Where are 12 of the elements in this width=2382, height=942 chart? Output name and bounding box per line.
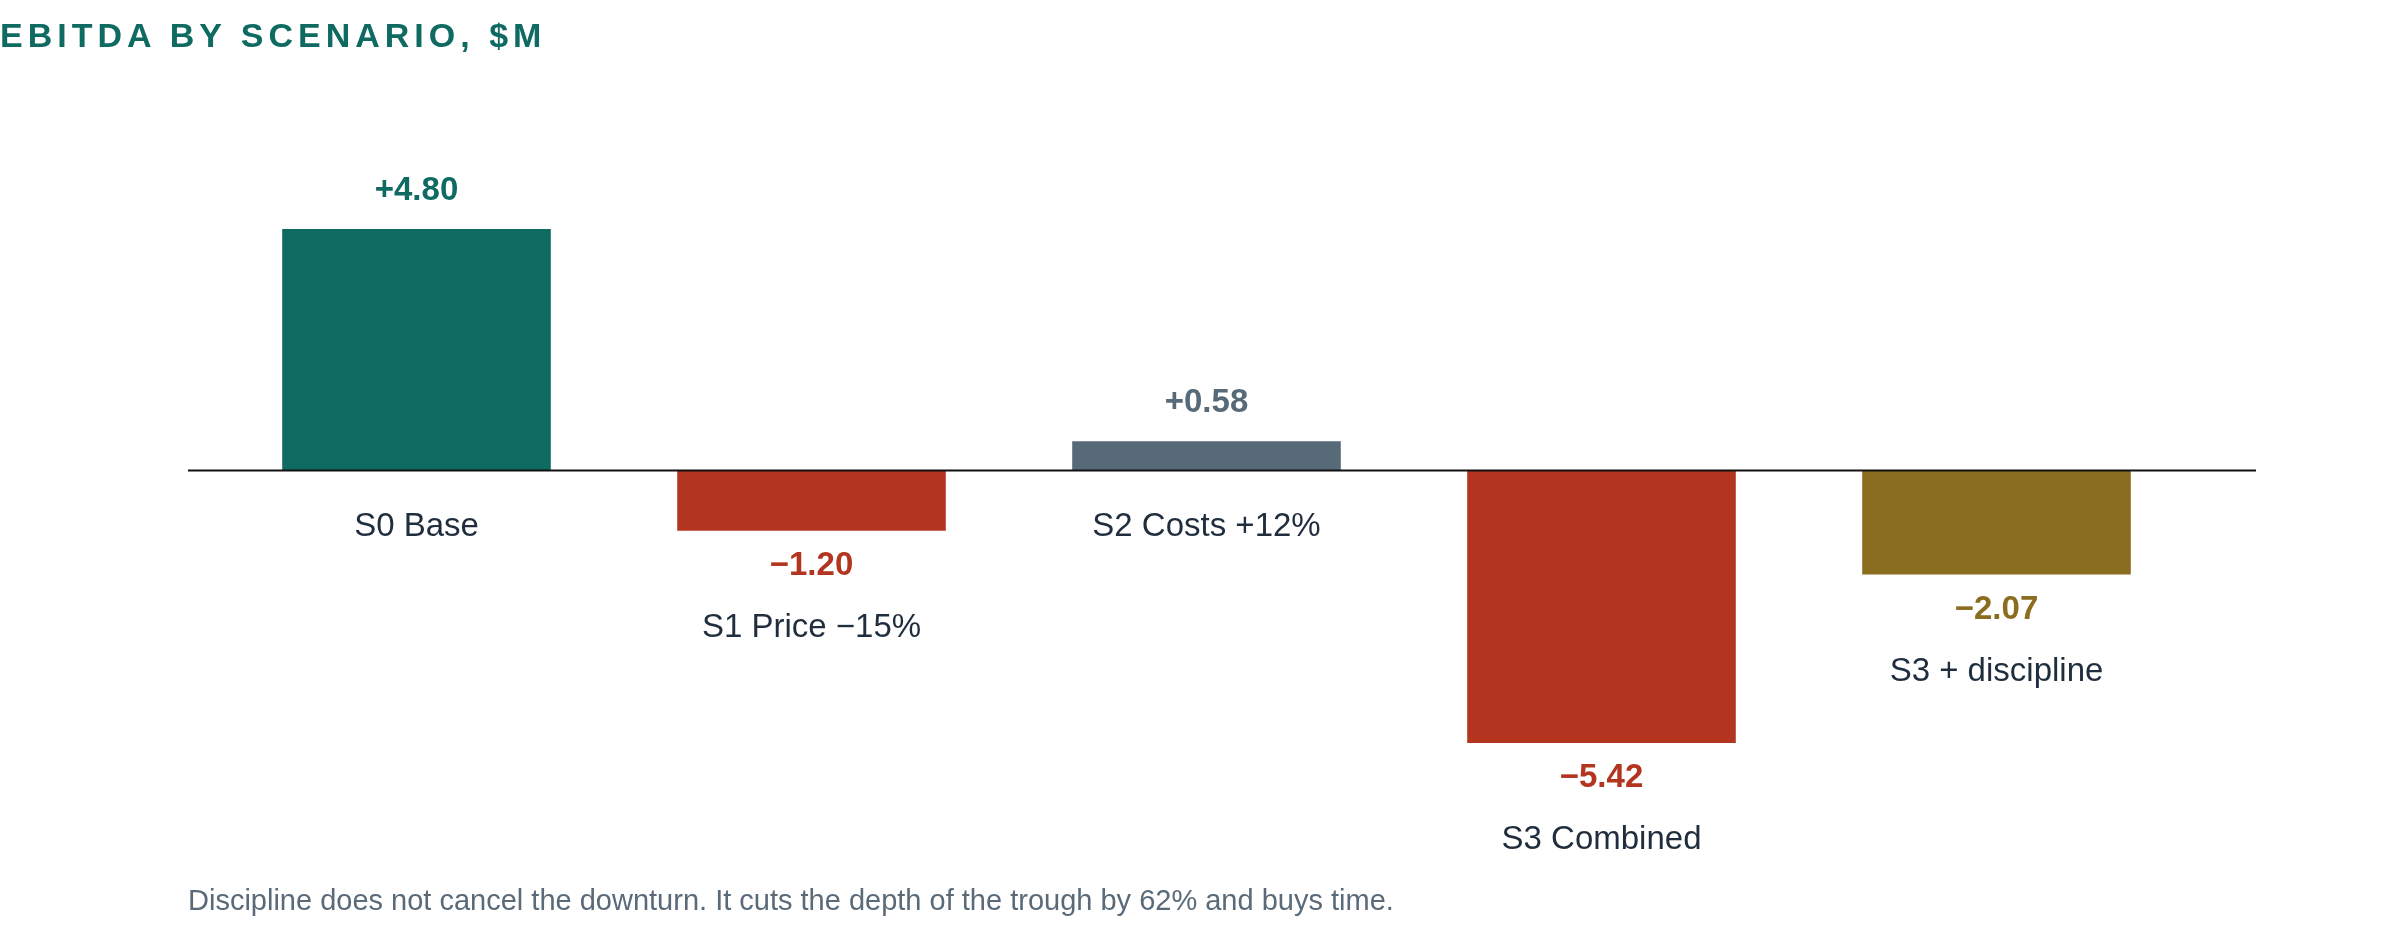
x-tick-label: S0 Base (354, 505, 479, 543)
x-tick-label: S3 Combined (1501, 819, 1702, 857)
text: Discipline does not cancel the downturn. It cuts the depth of the trough by 62% and buys time. (188, 884, 1394, 917)
data-label: −1.20 (769, 544, 854, 582)
data-label: −2.07 (1954, 588, 2039, 626)
data-label: +0.58 (1164, 382, 1249, 420)
x-tick-label: S2 Costs +12% (1092, 505, 1321, 543)
data-label: +4.80 (374, 170, 459, 208)
x-tick-label: S1 Price −15% (701, 606, 922, 644)
chart-title: EBITDA BY SCENARIO, $M (0, 16, 547, 55)
data-label: −5.42 (1559, 757, 1644, 795)
x-tick-label: S3 + discipline (1889, 650, 2104, 688)
